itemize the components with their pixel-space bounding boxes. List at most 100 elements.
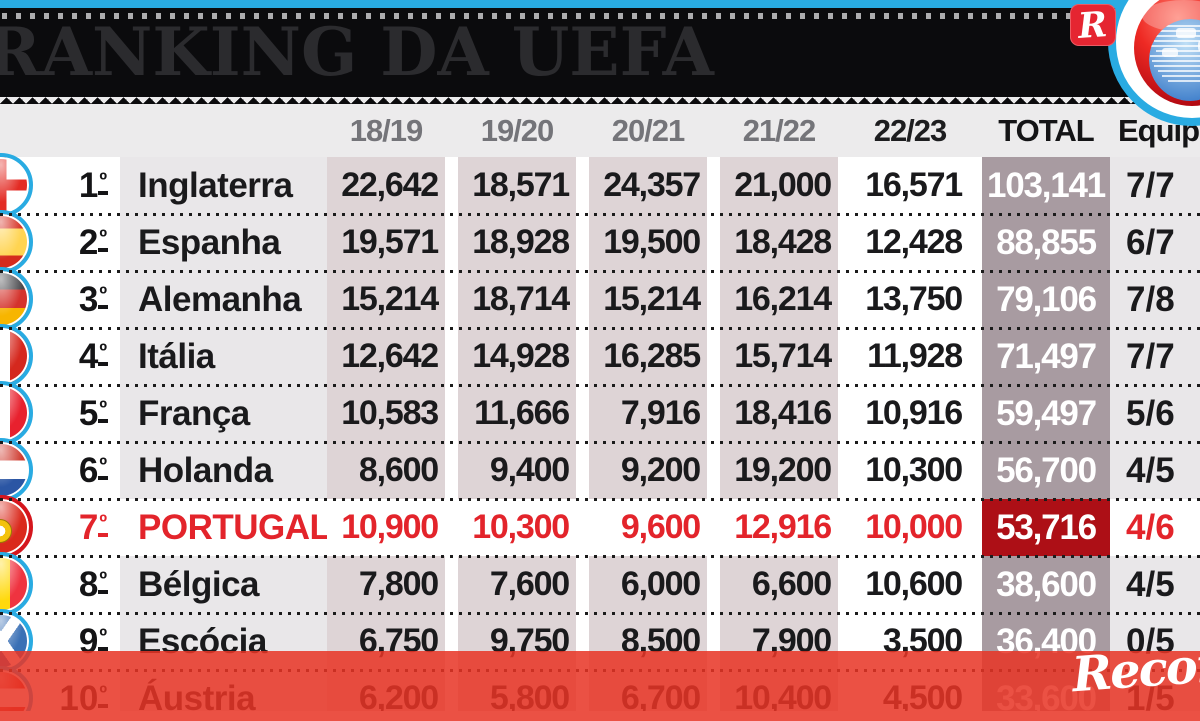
value-cell-current: 11,928 [851,328,969,385]
total-cell: 59,497 [982,385,1110,442]
country-cell: Espanha [120,214,327,271]
header-season-2223: 22/23 [873,113,948,148]
value-cell: 9,400 [458,442,576,499]
rank-cell: 4º [0,324,120,388]
value-cell: 15,714 [720,328,838,385]
value-cell: 16,214 [720,271,838,328]
table-row-italia: 4º Itália 12,642 14,928 16,285 15,714 11… [0,324,1200,388]
table-row-franca: 5º França 10,583 11,666 7,916 18,416 10,… [0,381,1200,445]
rank-cell: 6º [0,438,120,502]
value-cell-current: 12,428 [851,214,969,271]
record-wordmark: Record [1070,634,1200,704]
header-season-2122: 21/22 [742,113,817,148]
total-cell-highlighted: 53,716 [982,499,1110,556]
rank-cell: 5º [0,381,120,445]
value-cell-current: 16,571 [851,157,969,214]
value-cell: 7,600 [458,556,576,613]
ranking-table: 18/19 19/20 20/21 21/22 22/23 TOTAL Equi… [0,97,1200,711]
country-cell: França [120,385,327,442]
rank-cell: 8º [0,552,120,616]
value-cell: 18,571 [458,157,576,214]
table-row-alemanha: 3º Alemanha 15,214 18,714 15,214 16,214 … [0,267,1200,331]
record-logo-badge: R [1070,4,1116,46]
teams-cell: 7/7 [1110,328,1200,385]
header-total: TOTAL [998,113,1094,148]
teams-cell: 4/5 [1110,556,1200,613]
flag-netherlands-icon [0,438,33,502]
header-spacer-rank [0,149,120,157]
sawtooth-edge [0,97,1200,104]
country-cell: Inglaterra [120,157,327,214]
value-cell: 18,416 [720,385,838,442]
value-cell: 11,666 [458,385,576,442]
rank-cell: 3º [0,267,120,331]
flag-germany-icon [0,267,33,331]
total-cell: 38,600 [982,556,1110,613]
value-cell-current: 10,000 [851,499,969,556]
rank-cell: 2º [0,210,120,274]
value-cell: 24,357 [589,157,707,214]
value-cell: 8,600 [327,442,445,499]
record-r-icon: R [1077,3,1109,47]
table-row-portugal-highlighted: 7º PORTUGAL 10,900 10,300 9,600 12,916 1… [0,495,1200,559]
country-cell: Alemanha [120,271,327,328]
teams-cell: 4/6 [1110,499,1200,556]
teams-cell: 6/7 [1110,214,1200,271]
value-cell: 19,571 [327,214,445,271]
value-cell: 10,300 [458,499,576,556]
page-title: RANKING DA UEFA [0,13,714,91]
masthead-banner: RANKING DA UEFA [0,8,1200,97]
flag-belgium-icon [0,552,33,616]
country-cell: Holanda [120,442,327,499]
table-row-holanda: 6º Holanda 8,600 9,400 9,200 19,200 10,3… [0,438,1200,502]
watermark-band [0,651,1200,721]
country-cell: Itália [120,328,327,385]
value-cell-current: 10,916 [851,385,969,442]
flag-italy-icon [0,324,33,388]
perforation-dashes [2,13,1200,19]
flag-portugal-icon [0,495,33,559]
top-cyan-strip [0,0,1200,8]
total-cell: 56,700 [982,442,1110,499]
value-cell-current: 10,600 [851,556,969,613]
value-cell: 16,285 [589,328,707,385]
rank-cell: 7º [0,495,120,559]
total-cell: 79,106 [982,271,1110,328]
value-cell: 15,214 [327,271,445,328]
value-cell: 12,642 [327,328,445,385]
total-cell: 88,855 [982,214,1110,271]
header-season-2021: 20/21 [611,113,686,148]
value-cell: 19,500 [589,214,707,271]
value-cell: 12,916 [720,499,838,556]
flag-spain-icon [0,210,33,274]
value-cell: 22,642 [327,157,445,214]
value-cell: 6,000 [589,556,707,613]
teams-cell: 5/6 [1110,385,1200,442]
value-cell: 14,928 [458,328,576,385]
flag-england-icon [0,153,33,217]
table-row-belgica: 8º Bélgica 7,800 7,600 6,000 6,600 10,60… [0,552,1200,616]
value-cell: 15,214 [589,271,707,328]
country-cell: PORTUGAL [120,499,331,556]
header-spacer-name [120,149,327,157]
table-row-espanha: 2º Espanha 19,571 18,928 19,500 18,428 1… [0,210,1200,274]
value-cell: 9,600 [589,499,707,556]
country-cell: Bélgica [120,556,327,613]
total-cell: 71,497 [982,328,1110,385]
teams-cell: 4/5 [1110,442,1200,499]
value-cell: 19,200 [720,442,838,499]
value-cell: 21,000 [720,157,838,214]
value-cell: 18,428 [720,214,838,271]
flag-france-icon [0,381,33,445]
value-cell: 18,928 [458,214,576,271]
svg-text:U: U [1132,0,1164,6]
value-cell-current: 10,300 [851,442,969,499]
header-season-1920: 19/20 [480,113,555,148]
table-header-row: 18/19 19/20 20/21 21/22 22/23 TOTAL Equi… [0,97,1200,157]
teams-cell: 7/8 [1110,271,1200,328]
header-season-1819: 18/19 [349,113,424,148]
teams-cell: 7/7 [1110,157,1200,214]
value-cell: 10,900 [327,499,445,556]
value-cell: 18,714 [458,271,576,328]
